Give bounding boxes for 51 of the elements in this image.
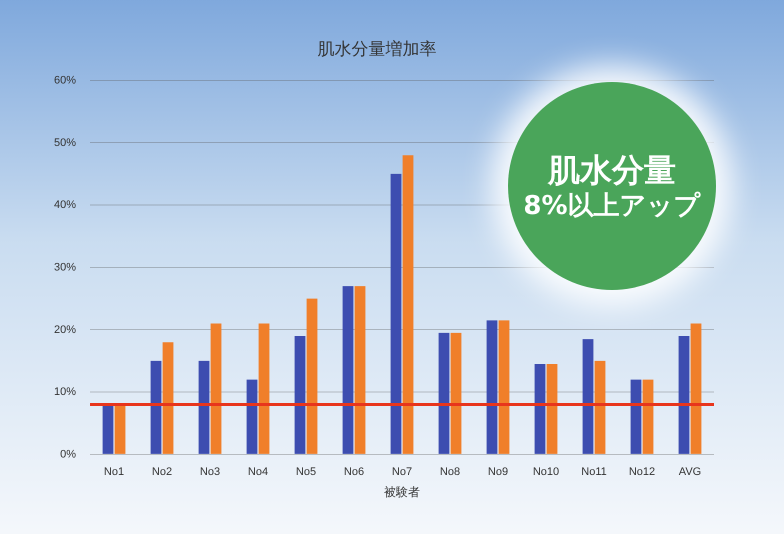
x-tick-label: No2 [152,466,172,478]
bar [582,339,594,454]
bar [390,174,402,454]
annotation: 肌水分量 [548,150,676,190]
x-tick-label: No10 [532,466,560,478]
bar [678,336,690,454]
bar [402,155,414,454]
bar [498,320,510,454]
bar [198,360,210,454]
y-tick-label: 60% [54,74,76,86]
bar [258,324,270,454]
bar [114,404,126,454]
x-tick-label: No9 [488,466,508,478]
bar [438,332,450,454]
bar [534,364,546,454]
x-tick-label: No11 [581,466,607,478]
x-axis-title: 被験者 [384,485,420,500]
x-tick-label: No3 [200,466,220,478]
y-tick-label: 40% [54,199,76,212]
x-tick-label: No12 [628,466,656,478]
bar [246,380,258,454]
bar [630,380,642,454]
bar [306,298,318,454]
bar [102,404,114,454]
bar [594,360,606,454]
x-tick-label: AVG [678,466,702,478]
annotation: 8%以上アップ [523,190,701,222]
y-tick-label: 0% [60,448,76,460]
x-tick-label: No5 [296,466,316,478]
x-tick-label: No4 [248,466,268,478]
y-tick-label: 10% [54,386,76,398]
x-tick-label: No1 [104,466,124,478]
x-tick-label: No7 [392,466,412,478]
y-tick-label: 20% [54,324,76,336]
bar [354,286,366,454]
bar [690,324,702,454]
bar [486,320,498,454]
bar [450,332,462,454]
bar [342,286,354,454]
y-tick-label: 50% [54,136,76,149]
bar [150,360,162,454]
bar [210,324,222,454]
bar [546,364,558,454]
circle-badge: 肌水分量 8%以上アップ [508,82,716,290]
bar [642,380,654,454]
bar [294,336,306,454]
chart-title: 肌水分量増加率 [318,40,436,60]
y-tick-label: 30% [54,261,76,274]
x-tick-label: No6 [344,466,364,478]
x-tick-label: No8 [440,466,460,478]
bar [162,342,174,454]
